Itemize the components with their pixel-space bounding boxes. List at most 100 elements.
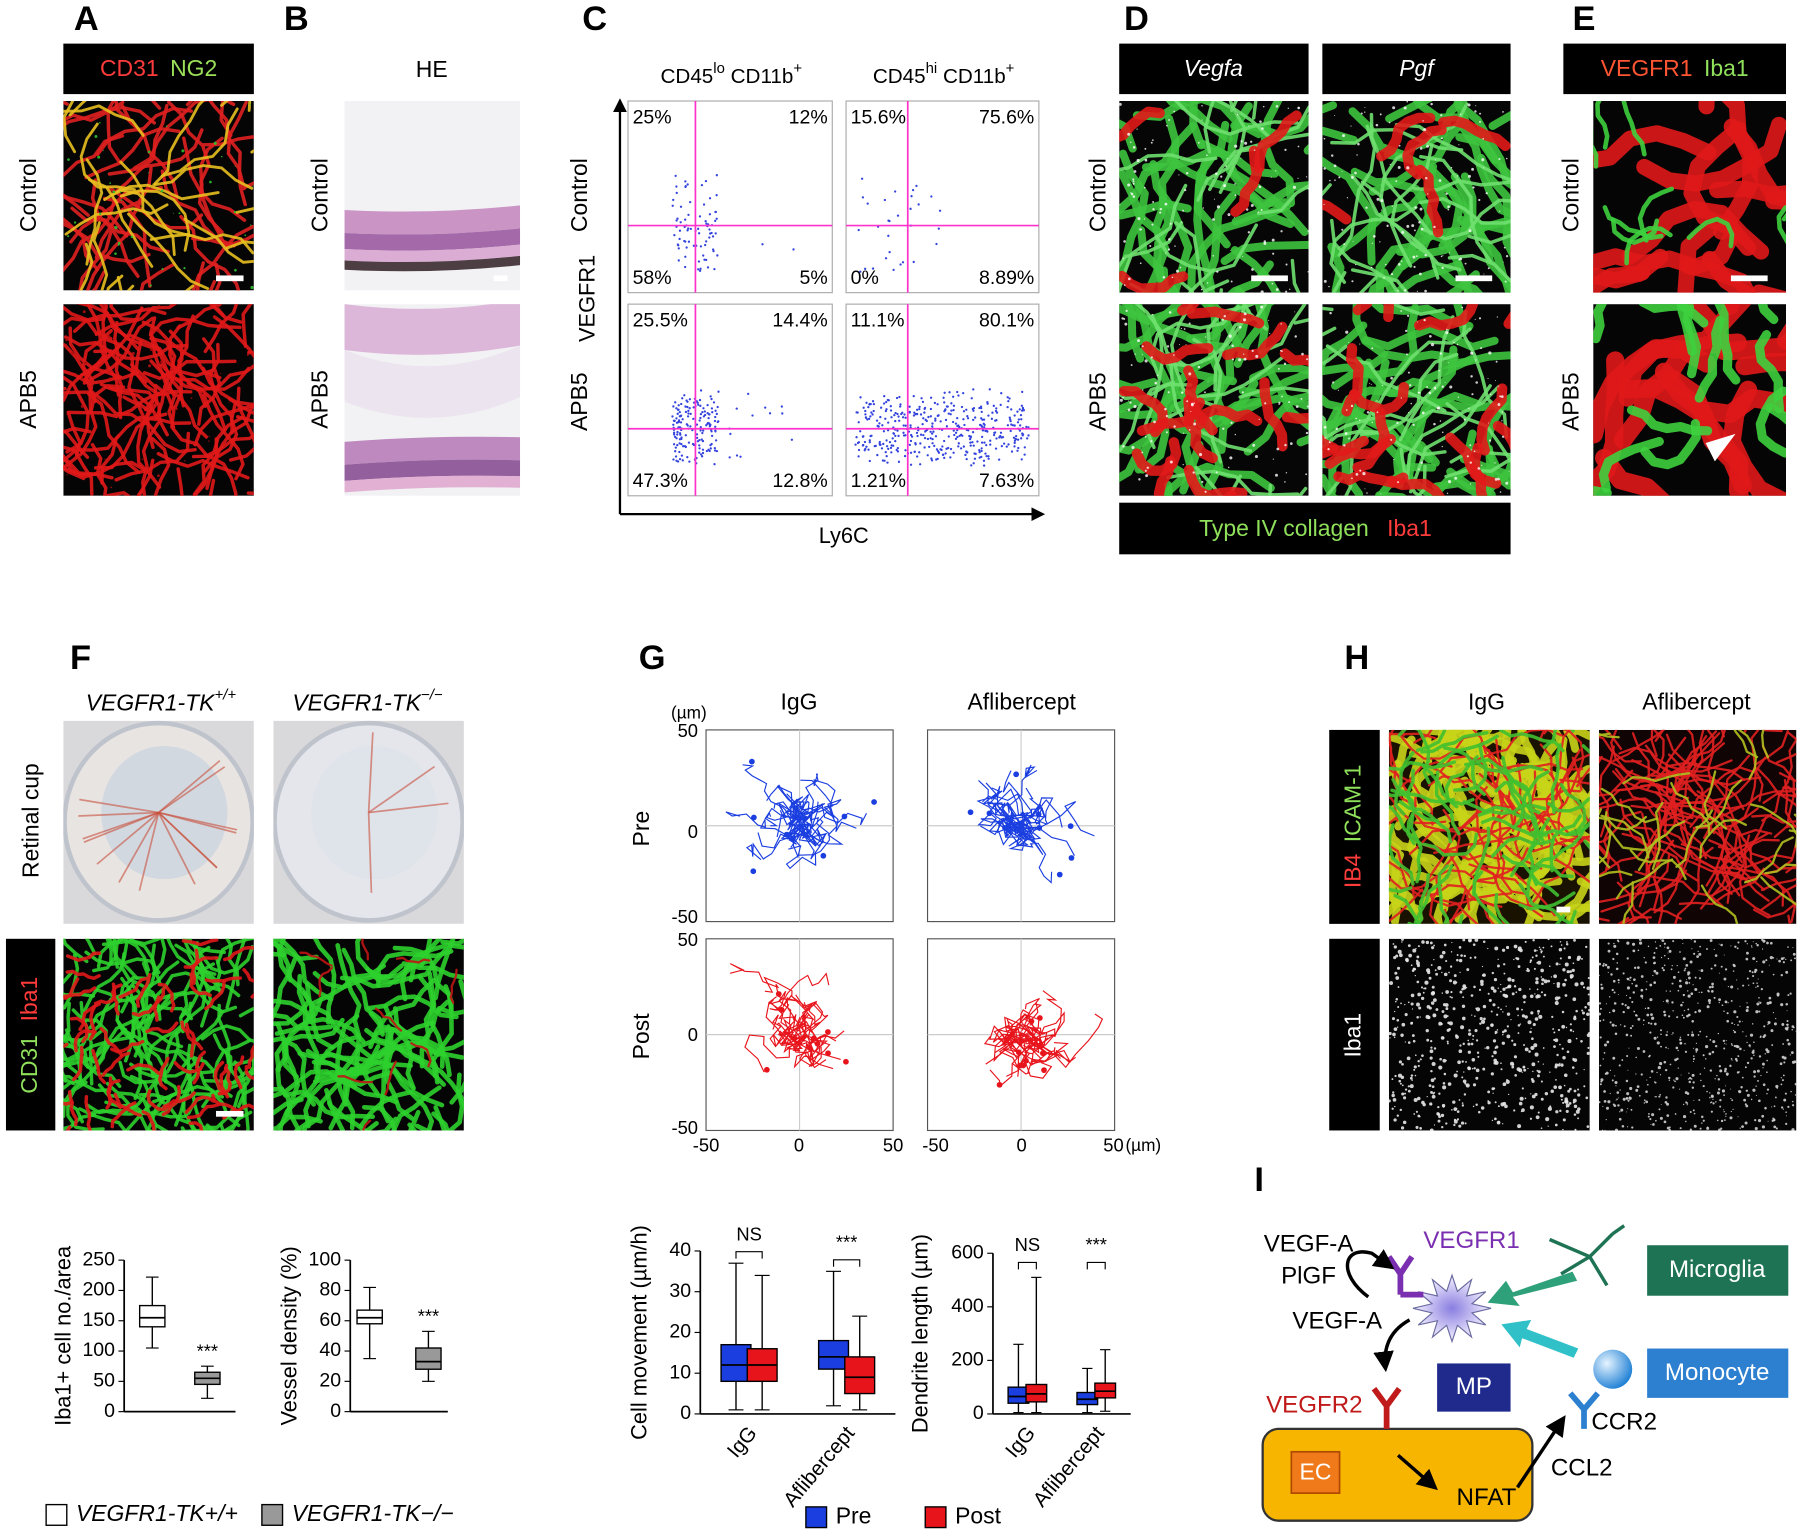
panel-letter: D [1124,0,1149,38]
texture [1785,1093,1787,1095]
significance-label: *** [197,1340,218,1361]
column-label: CD45loCD11b+ [661,61,803,89]
texture [1463,986,1466,989]
y-tick-label: 0 [680,1402,691,1424]
texture [1719,1099,1721,1101]
texture [1760,1075,1761,1076]
flow-dot [1013,414,1015,416]
texture [1675,1077,1678,1080]
texture [1510,1019,1511,1020]
flow-dot [708,413,710,415]
texture [1493,1062,1496,1065]
texture [1693,1058,1695,1060]
texture [1416,955,1419,958]
flow-dot [919,463,921,465]
texture [1186,172,1188,174]
flow-dot [909,208,911,210]
texture [1393,459,1394,460]
texture [1757,985,1759,987]
flow-dot [707,422,709,424]
texture [1496,361,1498,363]
flow-dot [677,409,679,411]
flow-dot [863,407,865,409]
texture [1306,432,1308,434]
texture [1232,358,1234,360]
texture [461,981,491,1059]
texture [1511,1040,1513,1042]
flow-dot [685,434,687,436]
flow-dot [729,433,731,435]
texture [1411,1079,1413,1081]
texture [1530,1093,1531,1094]
texture [1160,208,1162,210]
texture [1648,946,1649,947]
texture [1755,1010,1758,1013]
texture [1551,1016,1553,1018]
texture [1654,952,1656,954]
flow-dot [963,445,965,447]
texture [1470,957,1472,959]
texture [1581,1009,1583,1011]
texture [1453,1124,1455,1126]
flow-dot [702,254,704,256]
texture [1719,973,1720,974]
texture [1479,317,1481,319]
texture [1766,1071,1768,1073]
texture [1432,1095,1436,1099]
texture [1167,345,1169,347]
flow-dot [945,419,947,421]
texture [1342,171,1343,172]
tick-label: -50 [671,906,698,927]
texture [1198,366,1200,368]
texture [108,336,110,338]
texture [1168,248,1170,250]
flow-dot [973,407,975,409]
texture [1203,207,1204,208]
row-label: Control [1085,158,1111,232]
texture [1184,328,1186,330]
texture [1465,1061,1467,1063]
texture [1720,944,1723,947]
texture [1456,982,1457,983]
flow-dot [698,451,700,453]
texture [1648,1022,1650,1024]
flow-dot [897,215,899,217]
texture [106,367,108,369]
texture [1731,1058,1733,1060]
texture [1664,964,1666,966]
label-part: CD11b [731,65,794,88]
texture [1136,129,1137,130]
texture [1497,1007,1499,1009]
texture [1128,400,1129,401]
flow-dot [946,425,948,427]
label-part: CD11b [943,65,1006,88]
texture [1188,372,1191,375]
x-tick-label: Aflibercept [1029,1422,1109,1512]
texture [1676,1058,1678,1060]
texture [1660,938,1662,940]
track-end [1068,823,1074,829]
texture [1522,1066,1525,1069]
texture [1437,966,1441,970]
flow-dot [924,407,926,409]
flow-dot [885,401,887,403]
texture [1460,114,1461,115]
texture [1131,364,1133,366]
texture [178,212,180,214]
scale-bar [1731,275,1768,281]
texture [1462,1005,1465,1008]
texture [1527,1020,1531,1024]
texture [160,360,163,363]
stain-label: CD31NG2 [100,55,217,81]
flow-dot [864,441,866,443]
texture [1376,198,1379,201]
texture [1753,1070,1756,1073]
texture [1734,1024,1735,1025]
texture [1543,1063,1544,1064]
flow-dot [925,419,927,421]
texture [1707,990,1709,992]
texture [1201,289,1202,290]
texture [175,407,178,410]
texture [1443,1014,1447,1018]
flow-dot [927,438,929,440]
